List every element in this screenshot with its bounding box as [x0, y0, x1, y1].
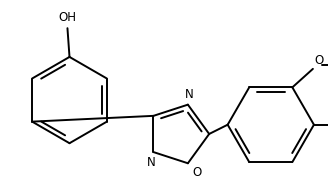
Text: OH: OH	[59, 11, 76, 24]
Text: N: N	[185, 88, 193, 101]
Text: O: O	[192, 166, 201, 179]
Text: N: N	[147, 156, 156, 169]
Text: O: O	[314, 54, 323, 67]
